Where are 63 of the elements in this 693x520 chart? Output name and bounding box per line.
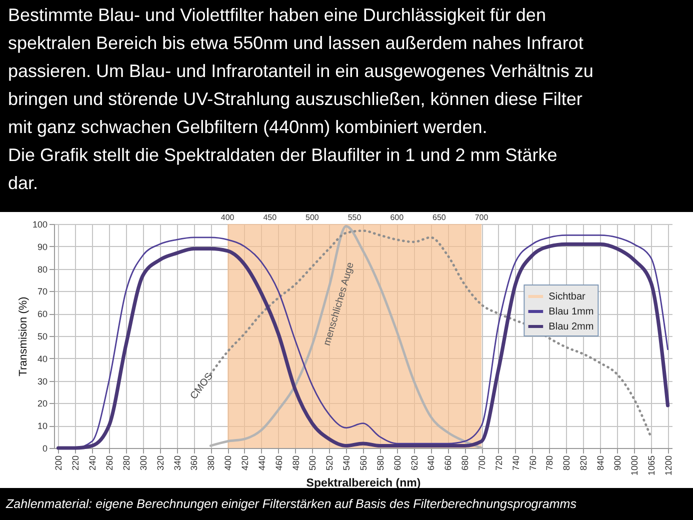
x-tick-label: 640 xyxy=(426,456,436,471)
x-tick-label: 620 xyxy=(409,456,420,471)
x2-tick-label: 600 xyxy=(390,213,404,222)
y-axis-title: Transmision (%) xyxy=(17,296,30,376)
legend-label: Sichtbar xyxy=(548,291,586,302)
x-tick-label: 560 xyxy=(358,456,368,471)
x-tick-label: 200 xyxy=(54,456,64,471)
x-axis-title: Spektralbereich (nm) xyxy=(306,478,421,490)
y-tick-label: 20 xyxy=(37,398,48,409)
x-tick-label: 900 xyxy=(612,456,622,471)
y-tick-label: 60 xyxy=(37,309,48,320)
x-tick-label: 480 xyxy=(290,456,301,471)
x-tick-label: 440 xyxy=(256,456,267,471)
x-tick-label: 300 xyxy=(138,456,148,471)
text: Zahlenmaterial: eigene Berechnungen einiger Filterstärken auf Basis des Filterberechnungsprogramms xyxy=(5,497,576,511)
x-tick-label: 380 xyxy=(206,456,216,471)
x-tick-label: 520 xyxy=(324,456,335,471)
x-tick-label: 700 xyxy=(477,456,488,471)
x-tick-label: 780 xyxy=(544,456,555,471)
x-tick-label: 240 xyxy=(88,456,98,471)
x-tick-label: 220 xyxy=(70,456,81,471)
y-tick-label: 90 xyxy=(37,242,48,252)
x-tick-label: 500 xyxy=(308,456,318,471)
x-tick-label: 1000 xyxy=(629,456,640,476)
x-tick-label: 800 xyxy=(562,456,572,471)
x-tick-label: 660 xyxy=(443,456,454,471)
legend-label: Blau 1mm xyxy=(548,306,594,318)
x-tick-label: 820 xyxy=(578,456,589,471)
x-tick-label: 280 xyxy=(121,456,132,471)
x-tick-label: 600 xyxy=(392,456,402,471)
x-tick-label: 320 xyxy=(155,456,166,471)
x-tick-label: 680 xyxy=(460,456,470,471)
x2-tick-label: 550 xyxy=(348,213,362,222)
y-tick-label: 70 xyxy=(37,286,48,297)
y-tick-label: 10 xyxy=(37,421,48,432)
x-tick-label: 420 xyxy=(240,456,250,471)
x-tick-label: 460 xyxy=(274,456,284,471)
x-tick-label: 340 xyxy=(172,456,182,471)
x2-tick-label: 500 xyxy=(306,213,320,222)
x-tick-label: 400 xyxy=(223,456,234,471)
x-tick-label: 840 xyxy=(596,456,606,471)
x-tick-label: 1065 xyxy=(646,456,656,476)
x2-tick-label: 650 xyxy=(432,213,446,222)
x-tick-label: 580 xyxy=(375,456,386,471)
x2-tick-label: 450 xyxy=(263,213,278,222)
x-tick-label: 540 xyxy=(342,456,352,471)
x-tick-label: 260 xyxy=(104,456,115,471)
x-tick-label: 740 xyxy=(510,456,521,471)
chart-title: Bestimmte Blau- und Violettfilter haben eine Durchlässigkeit für den spektralen Bereich bis etwa 550nm und lassen außerdem nahes Infrarot passieren. Um Blau- und Infrarotanteil in ein ausgewogenes Verhältnis zu bringen und störende UV-Strahlung auszuschließen, können diese Filter mit ganz schwachen Gelbfiltern (440nm) kombiniert werden. xyxy=(8,5,594,137)
x2-tick-label: 700 xyxy=(474,213,489,222)
y-tick-label: 100 xyxy=(32,220,48,230)
y-tick-label: 0 xyxy=(42,444,48,454)
y-tick-label: 80 xyxy=(37,264,48,274)
x-tick-label: 760 xyxy=(528,456,538,471)
x-tick-label: 360 xyxy=(189,456,200,471)
x-tick-label: 720 xyxy=(494,456,504,471)
y-tick-label: 30 xyxy=(37,376,48,386)
y-tick-label: 40 xyxy=(37,354,48,364)
x-tick-label: 1200 xyxy=(663,456,674,476)
y-tick-label: 50 xyxy=(37,332,48,342)
x2-tick-label: 400 xyxy=(220,213,235,222)
chart-subtitle: Die Grafik stellt die Spektraldaten der Blaufilter in 1 und 2 mm Stärke dar. xyxy=(8,145,558,193)
legend-label: Blau 2mm xyxy=(548,321,594,332)
